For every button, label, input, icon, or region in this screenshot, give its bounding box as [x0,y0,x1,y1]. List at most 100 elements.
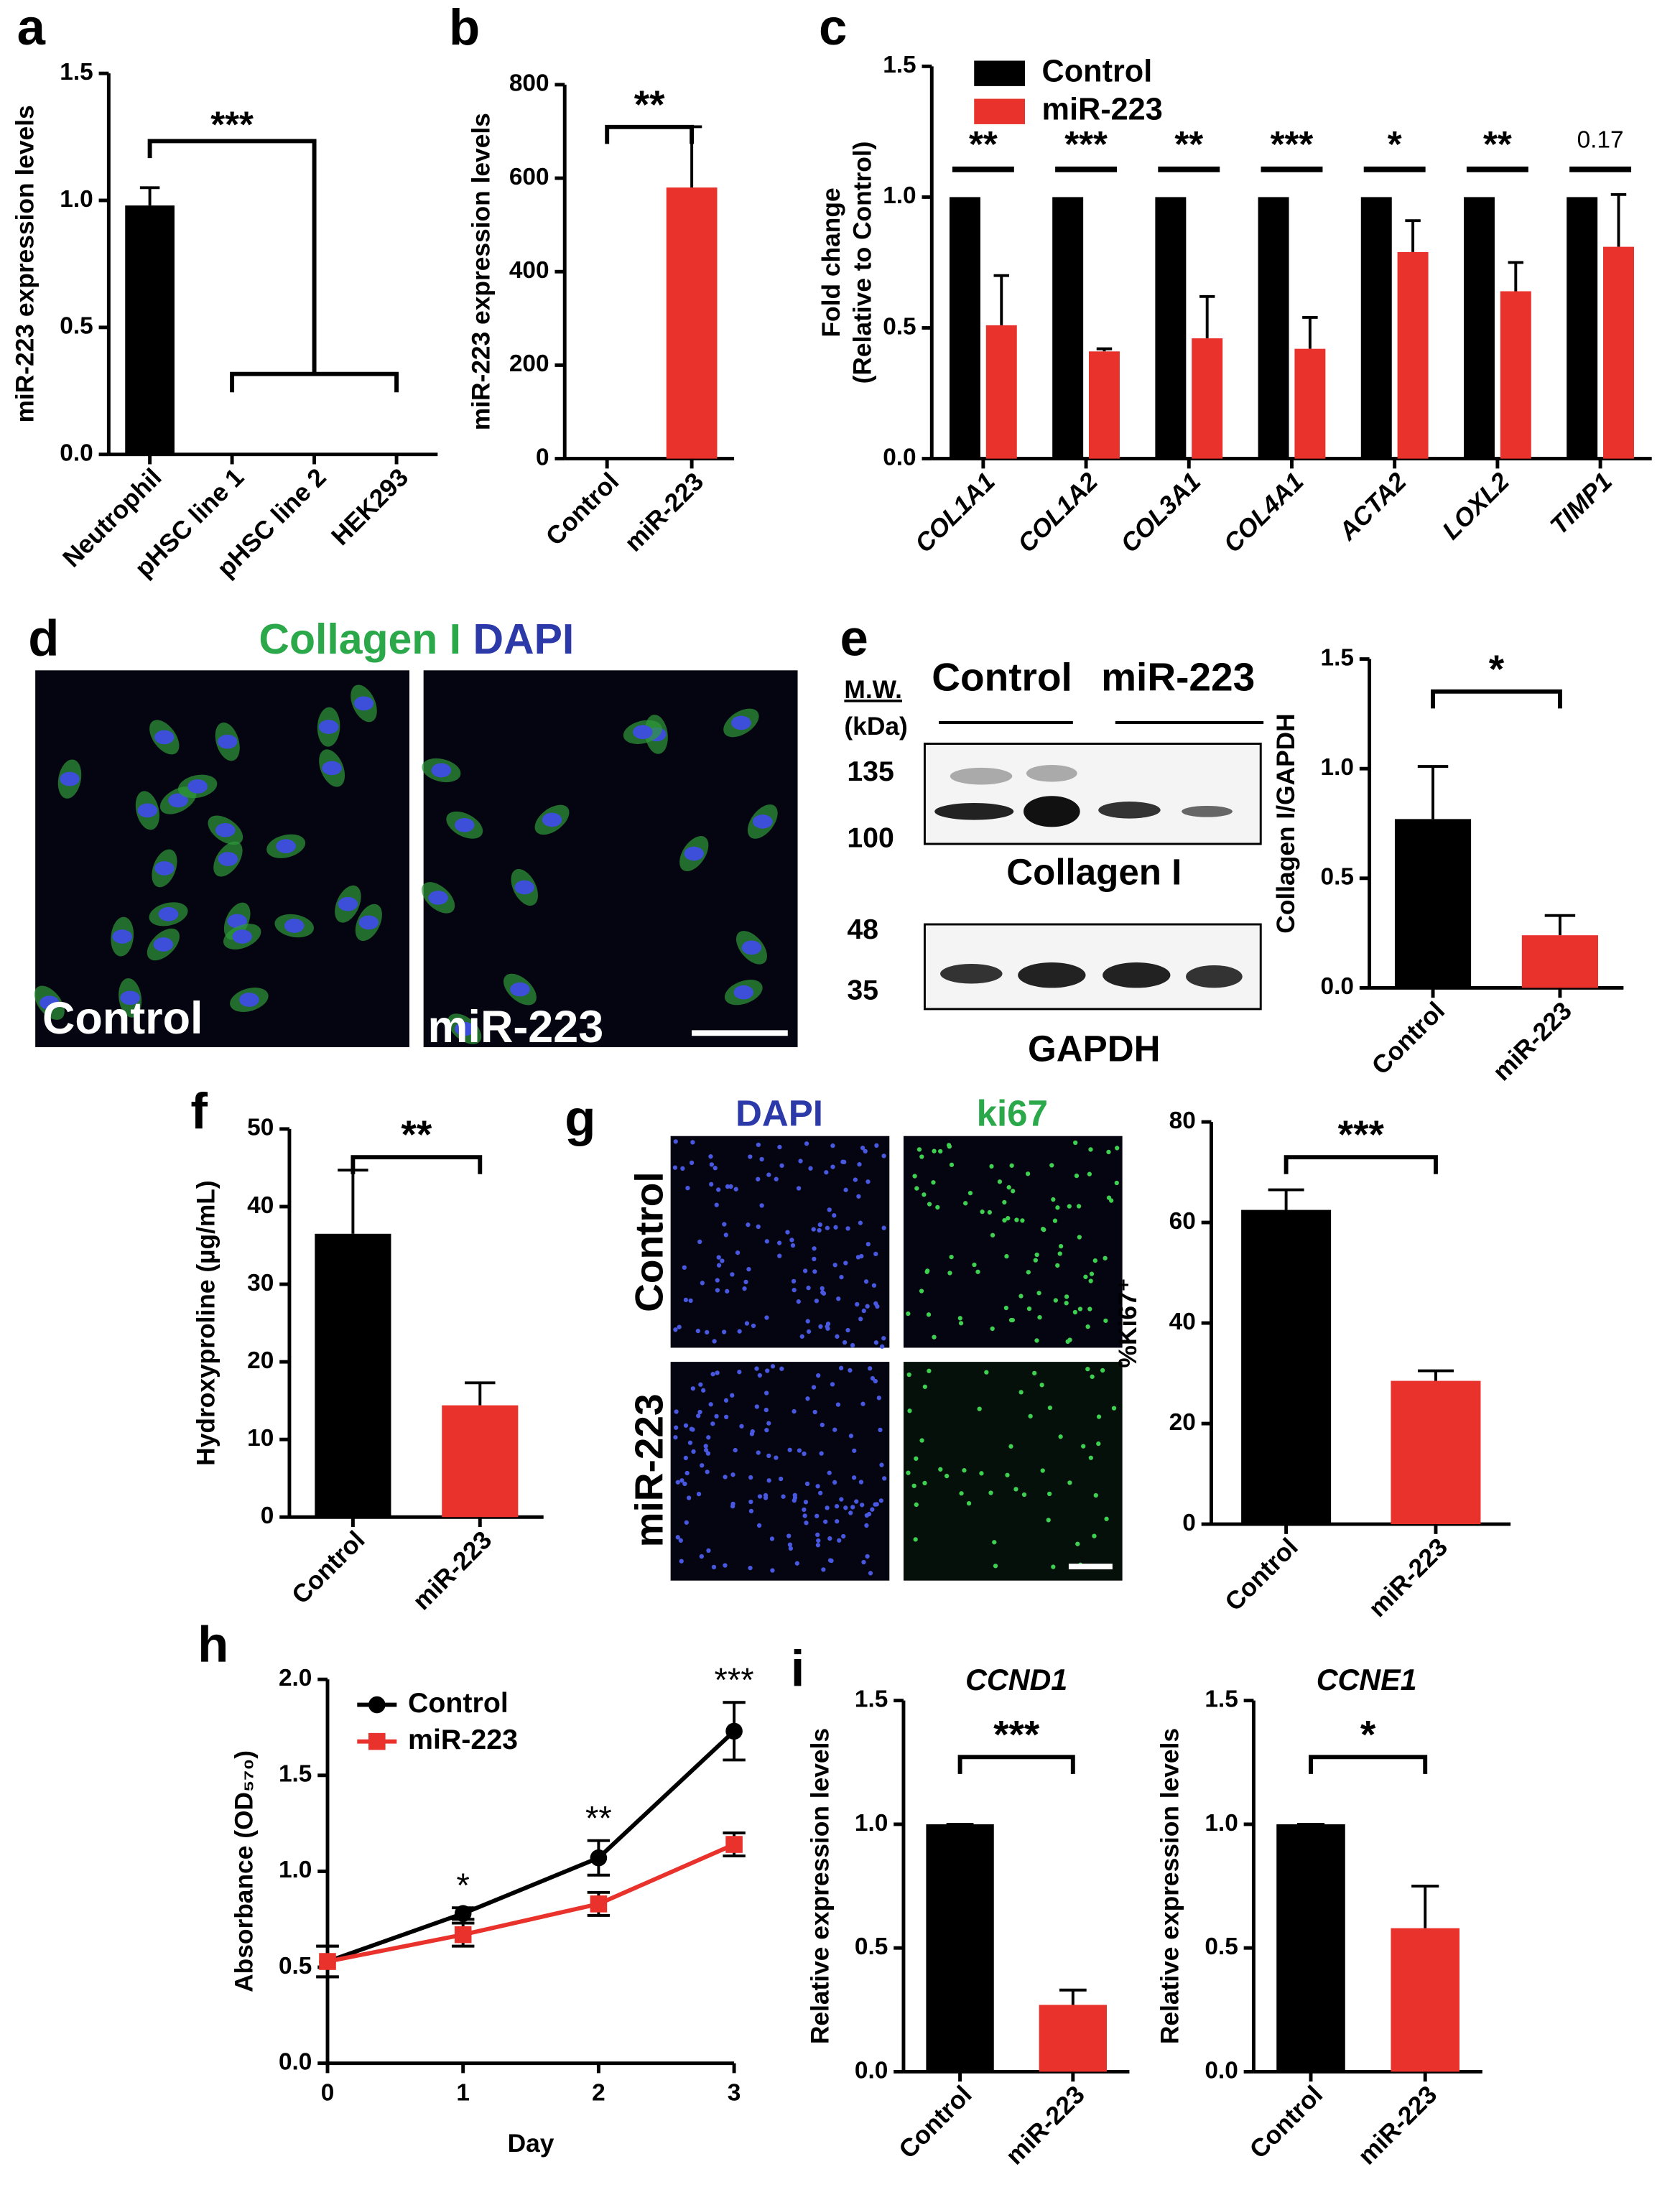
nucleus [711,1564,717,1570]
nucleus [785,1230,790,1235]
nucleus [217,734,238,749]
y-axis-label: Absorbance (OD₅₇₀) [230,1750,258,1992]
band [1186,965,1243,988]
band [1018,962,1086,988]
row-label: miR-223 [627,1393,672,1547]
nucleus [839,1275,844,1280]
nucleus [753,814,773,829]
nucleus [701,1388,706,1393]
nucleus [759,1156,764,1162]
nucleus [1057,1251,1062,1256]
cells [34,684,778,1044]
legend-marker [368,1732,386,1750]
nucleus [715,1278,720,1283]
nucleus [431,763,452,778]
nucleus [802,1268,808,1273]
nucleus [682,1265,687,1270]
bar [1391,1380,1481,1525]
nucleus [428,891,448,905]
nucleus [797,1448,802,1453]
bracket [957,1755,1075,1774]
nucleus [871,1283,877,1288]
nucleus [833,1225,838,1230]
nucleus [748,1499,753,1505]
nucleus [725,1184,730,1189]
nucleus [927,1368,932,1373]
nucleus [913,1537,918,1542]
nucleus [721,1329,727,1334]
nucleus [1013,1487,1018,1492]
nucleus [911,1483,916,1488]
nucleus [806,1329,812,1334]
nucleus [804,1141,809,1146]
legend-marker [368,1696,386,1714]
nucleus [514,880,535,895]
nucleus [1104,1516,1109,1521]
nucleus [720,1258,725,1263]
nucleus [683,1423,689,1428]
nucleus [873,1378,878,1384]
panel-letter: d [28,610,59,667]
nucleus [802,1507,807,1513]
bar [949,197,980,459]
significance: *** [1338,1112,1385,1156]
nucleus [695,1328,700,1334]
nucleus [802,1513,807,1518]
band [940,964,1003,984]
nucleus [1085,1324,1090,1329]
y-tick-label: 40 [247,1192,274,1219]
nucleus [818,1324,823,1329]
nucleus [832,1213,837,1218]
nucleus [723,1563,728,1568]
nucleus [870,1375,876,1381]
y-tick-label: 50 [247,1115,274,1141]
y-tick-label: 1.5 [279,1761,312,1788]
nucleus [757,1373,763,1378]
nucleus [1008,1444,1013,1449]
nucleus [832,1480,837,1485]
nucleus [1040,1226,1046,1232]
mw-unit: (kDa) [844,712,907,740]
nucleus [777,1253,782,1258]
y-tick-label: 2.0 [279,1665,312,1691]
nucleus [764,1407,769,1413]
nucleus [776,1240,782,1245]
bar [1039,2005,1107,2072]
nucleus [712,1339,717,1344]
nucleus [700,1281,705,1286]
nucleus [713,1166,718,1171]
nucleus [766,1421,771,1426]
nucleus [1077,1235,1082,1240]
nucleus [685,1185,690,1191]
nucleus [1002,1199,1007,1205]
x-axis-label: Day [508,2130,554,2158]
nucleus [709,1162,714,1167]
x-tick-label: Control [287,1526,370,1609]
nucleus [697,1409,702,1415]
nucleus [827,1470,832,1475]
bar [125,205,175,455]
nucleus [874,1502,879,1507]
y-tick-label: 20 [1169,1409,1196,1436]
nucleus [1055,1205,1060,1210]
nucleus [817,1227,822,1233]
stain: DAPI [473,616,574,663]
significance: ** [969,124,998,164]
nucleus [699,1554,704,1559]
band [1098,802,1161,819]
nucleus [714,1202,719,1207]
nucleus [880,1344,885,1349]
nucleus [922,1480,927,1486]
nucleus [850,1342,855,1348]
chart-title: CCNE1 [1317,1663,1417,1696]
nucleus [723,1398,729,1403]
nucleus [358,915,379,930]
nucleus [1100,1368,1105,1373]
nucleus [710,1421,715,1426]
nucleus [703,1444,708,1449]
panel-letter: f [190,1082,208,1139]
y-axis-label: (Relative to Control) [848,141,876,384]
y-tick-label: 1.0 [883,182,916,209]
nucleus [1005,1472,1010,1477]
